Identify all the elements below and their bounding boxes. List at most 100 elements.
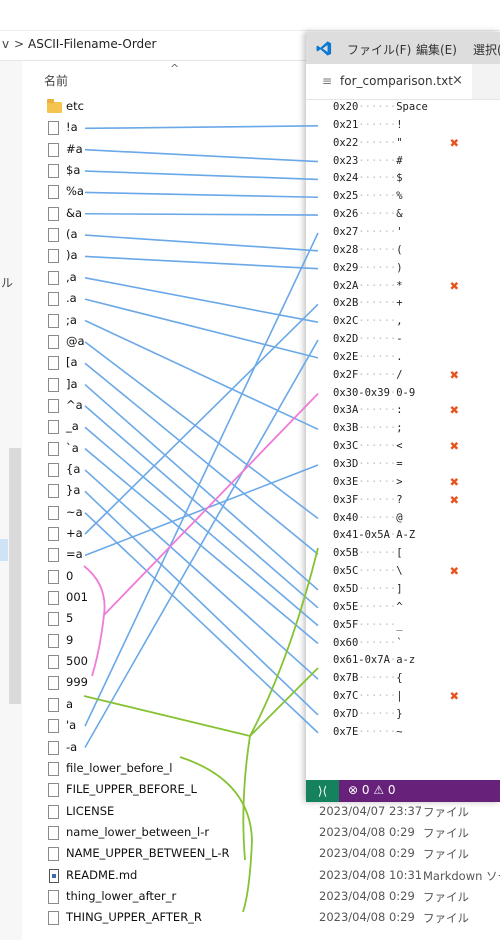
file-row[interactable]: $a xyxy=(46,161,500,182)
file-row[interactable]: file_lower_before_l xyxy=(46,759,500,780)
close-icon[interactable]: × xyxy=(452,73,463,88)
file-row[interactable]: a xyxy=(46,695,500,716)
scrollbar-thumb[interactable] xyxy=(9,448,21,704)
tab-for-comparison[interactable]: ≡ for_comparison.txt × xyxy=(306,64,472,99)
file-row[interactable]: 0 xyxy=(46,567,500,588)
file-row[interactable]: @a xyxy=(46,332,500,353)
code-line[interactable]: 0x60······` xyxy=(333,637,500,655)
code-line[interactable]: 0x41-0x5A·A-Z xyxy=(333,529,500,547)
file-row[interactable]: etc xyxy=(46,97,500,118)
hex-code: 0x24 xyxy=(333,172,359,185)
file-row[interactable]: 500 xyxy=(46,652,500,673)
code-line[interactable]: 0x27······' xyxy=(333,226,500,244)
file-row[interactable]: thing_lower_after_r 2023/04/08 0:29 ファイル xyxy=(46,887,500,908)
code-line[interactable]: 0x2E······. xyxy=(333,351,500,369)
file-row[interactable]: %a xyxy=(46,182,500,203)
code-line[interactable]: 0x2D······- xyxy=(333,333,500,351)
code-line[interactable]: 0x5C······\ ✖ xyxy=(333,562,500,583)
file-row[interactable]: THING_UPPER_AFTER_R 2023/04/08 0:29 ファイル xyxy=(46,908,500,929)
file-row[interactable]: LICENSE 2023/04/07 23:37 ファイル xyxy=(46,802,500,823)
menu-edit[interactable]: 編集(E) xyxy=(416,43,457,57)
file-row[interactable]: 'a xyxy=(46,716,500,737)
file-row[interactable]: !a xyxy=(46,118,500,139)
code-line[interactable]: 0x23······# xyxy=(333,155,500,173)
code-line[interactable]: 0x40······@ xyxy=(333,512,500,530)
hex-code: 0x7D xyxy=(333,707,359,720)
x-mark-icon: ✖ xyxy=(450,276,460,295)
code-line[interactable]: 0x3B······; xyxy=(333,422,500,440)
remote-icon[interactable]: ⟩⟨ xyxy=(306,780,339,802)
breadcrumb-parent[interactable]: v xyxy=(2,37,10,51)
code-line[interactable]: 0x30-0x39·0-9 xyxy=(333,387,500,405)
column-header-name[interactable]: 名前 xyxy=(44,74,69,88)
menu-selection[interactable]: 選択( xyxy=(473,43,500,57)
file-row[interactable]: }a xyxy=(46,481,500,502)
code-line[interactable]: 0x26······& xyxy=(333,208,500,226)
file-row[interactable]: &a xyxy=(46,204,500,225)
whitespace-dots: ······ xyxy=(358,279,397,292)
nav-item-label[interactable]: ル xyxy=(1,276,14,290)
code-line[interactable]: 0x2F······/ ✖ xyxy=(333,366,500,387)
code-line[interactable]: 0x7D······} xyxy=(333,708,500,726)
code-line[interactable]: 0x20······Space xyxy=(333,101,500,119)
problems-status[interactable]: ⊗ 0 ⚠ 0 xyxy=(348,783,396,797)
breadcrumb-current-folder[interactable]: ASCII-Filename-Order xyxy=(28,37,157,51)
file-name: #a xyxy=(66,141,83,156)
file-row[interactable]: 5 xyxy=(46,609,500,630)
hex-code: 0x3E xyxy=(333,475,359,488)
char-value: | xyxy=(396,690,403,703)
file-row[interactable]: +a xyxy=(46,524,500,545)
file-row[interactable]: #a xyxy=(46,140,500,161)
breadcrumb[interactable]: v > ASCII-Filename-Order xyxy=(0,30,500,61)
file-row[interactable]: 001 xyxy=(46,588,500,609)
code-line[interactable]: 0x3D······= xyxy=(333,458,500,476)
file-row[interactable]: [a xyxy=(46,353,500,374)
code-line[interactable]: 0x21······! xyxy=(333,119,500,137)
code-line[interactable]: 0x3A······: ✖ xyxy=(333,401,500,422)
code-line[interactable]: 0x3F······? ✖ xyxy=(333,491,500,512)
menu-file[interactable]: ファイル(F) xyxy=(347,43,412,57)
file-row[interactable]: ]a xyxy=(46,375,500,396)
code-line[interactable]: 0x25······% xyxy=(333,190,500,208)
file-icon xyxy=(48,356,59,371)
code-line[interactable]: 0x29······) xyxy=(333,262,500,280)
file-row[interactable]: {a xyxy=(46,460,500,481)
file-row[interactable]: )a xyxy=(46,246,500,267)
file-row[interactable]: .a xyxy=(46,289,500,310)
code-line[interactable]: 0x5D······] xyxy=(333,583,500,601)
editor[interactable]: 0x20······Space 0x21······! 0x22······" ✖ 0x… xyxy=(306,99,500,780)
hex-code: 0x3D xyxy=(333,458,359,470)
code-line[interactable]: 0x28······( xyxy=(333,244,500,262)
file-row[interactable]: (a xyxy=(46,225,500,246)
file-row[interactable]: ^a xyxy=(46,396,500,417)
code-line[interactable]: 0x7E······~ xyxy=(333,726,500,744)
code-line[interactable]: 0x3C······< ✖ xyxy=(333,437,500,458)
file-row[interactable]: NAME_UPPER_BETWEEN_L-R 2023/04/08 0:29 ファイ… xyxy=(46,844,500,865)
code-line[interactable]: 0x7C······| ✖ xyxy=(333,687,500,708)
file-row[interactable]: ,a xyxy=(46,268,500,289)
file-row[interactable]: name_lower_between_l-r 2023/04/08 0:29 ファイ… xyxy=(46,823,500,844)
code-line[interactable]: 0x61-0x7A·a-z xyxy=(333,654,500,672)
code-line[interactable]: 0x2B······+ xyxy=(333,297,500,315)
code-line[interactable]: 0x3E······> ✖ xyxy=(333,473,500,494)
file-row[interactable]: 999 xyxy=(46,673,500,694)
code-line[interactable]: 0x7B······{ xyxy=(333,672,500,690)
file-row[interactable]: -a xyxy=(46,738,500,759)
code-line[interactable]: 0x5E······^ xyxy=(333,601,500,619)
file-row[interactable]: `a xyxy=(46,439,500,460)
file-row[interactable]: ~a xyxy=(46,503,500,524)
nav-selected-item[interactable] xyxy=(0,539,8,561)
code-line[interactable]: 0x2A······* ✖ xyxy=(333,276,500,298)
file-row[interactable]: _a xyxy=(46,417,500,438)
file-row[interactable]: ;a xyxy=(46,311,500,332)
code-line[interactable]: 0x5F······_ xyxy=(333,619,500,637)
code-line[interactable]: 0x5B······[ xyxy=(333,547,500,565)
file-row[interactable]: 9 xyxy=(46,631,500,652)
code-line[interactable]: 0x2C······, xyxy=(333,315,500,333)
file-row[interactable]: =a xyxy=(46,545,500,566)
file-row[interactable]: FILE_UPPER_BEFORE_L xyxy=(46,780,500,801)
code-line[interactable]: 0x22······" ✖ xyxy=(333,134,500,155)
file-icon xyxy=(48,676,59,691)
code-line[interactable]: 0x24······$ xyxy=(333,172,500,190)
